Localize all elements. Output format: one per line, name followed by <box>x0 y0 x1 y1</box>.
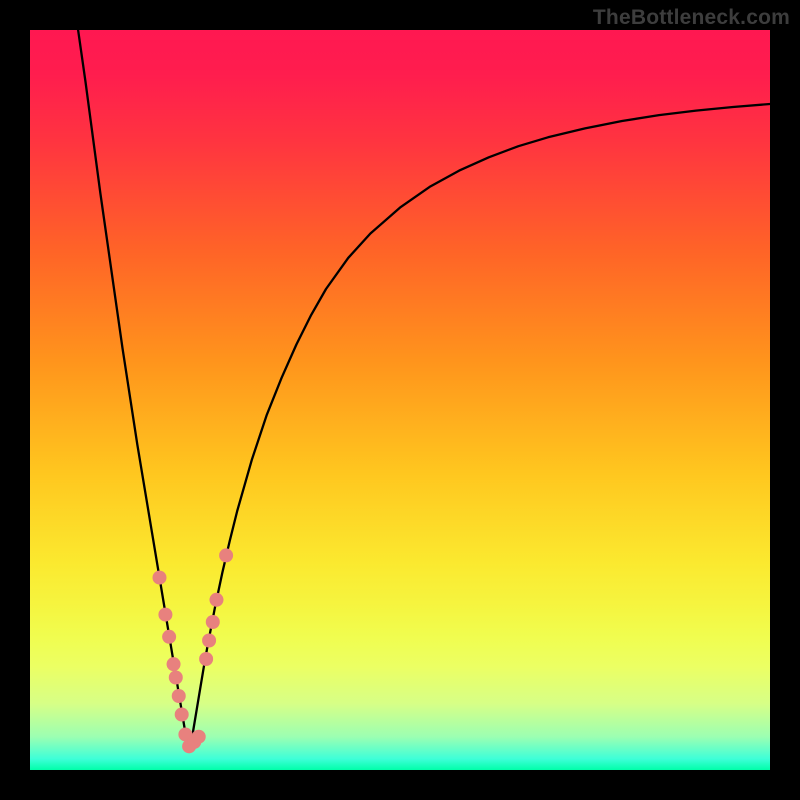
data-marker <box>153 571 167 585</box>
data-marker <box>219 548 233 562</box>
image-root: TheBottleneck.com <box>0 0 800 800</box>
data-marker <box>199 652 213 666</box>
data-marker <box>158 608 172 622</box>
data-marker <box>162 630 176 644</box>
data-marker <box>172 689 186 703</box>
data-marker <box>169 671 183 685</box>
watermark-text: TheBottleneck.com <box>593 6 790 30</box>
data-marker <box>192 730 206 744</box>
data-marker <box>206 615 220 629</box>
data-marker <box>175 708 189 722</box>
data-marker <box>209 593 223 607</box>
bottleneck-chart <box>30 30 770 770</box>
chart-background <box>30 30 770 770</box>
data-marker <box>202 634 216 648</box>
data-marker <box>167 657 181 671</box>
